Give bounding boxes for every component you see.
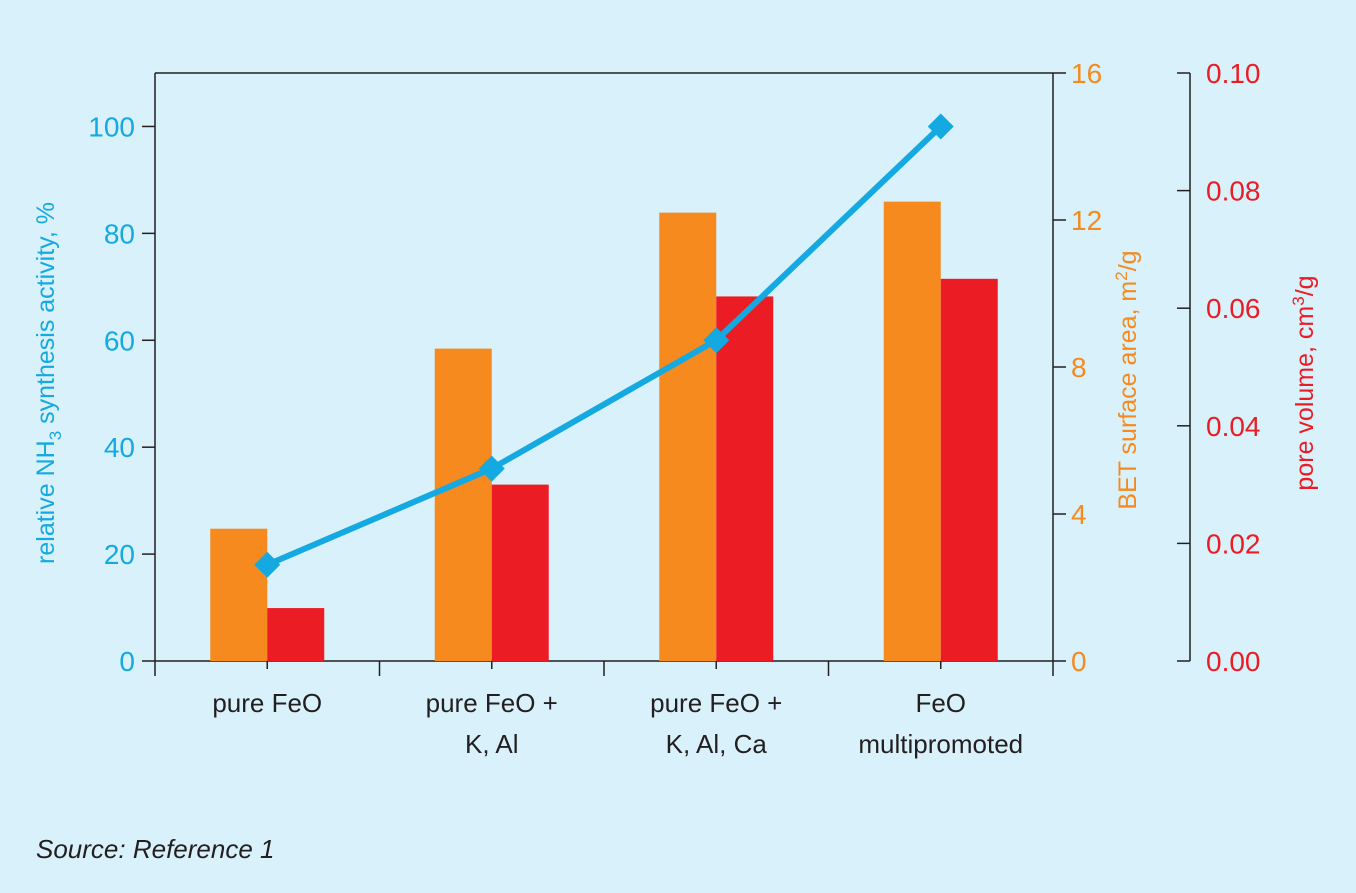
pore-bar — [940, 278, 998, 661]
pore-bar — [267, 608, 325, 661]
x-tick-label: multipromoted — [858, 729, 1023, 759]
bet-tick-label: 0 — [1071, 646, 1087, 677]
activity-point — [478, 455, 505, 482]
x-tick-label: pure FeO + — [650, 688, 782, 718]
bet-tick-label: 16 — [1071, 58, 1102, 89]
bars — [210, 201, 998, 661]
activity-point — [927, 113, 954, 140]
bet-tick-label: 12 — [1071, 205, 1102, 236]
bet-bar — [210, 528, 268, 661]
pore-tick-label: 0.10 — [1206, 58, 1261, 89]
pore-tick-label: 0.02 — [1206, 528, 1261, 559]
activity-tick-label: 60 — [104, 325, 135, 356]
x-tick-label: K, Al — [465, 729, 518, 759]
pore-tick-label: 0.06 — [1206, 293, 1261, 324]
activity-tick-label: 0 — [119, 646, 135, 677]
activity-line — [254, 113, 954, 578]
pore-tick-label: 0.00 — [1206, 646, 1261, 677]
bet-bar — [434, 348, 492, 661]
pore-bar — [716, 296, 774, 661]
activity-point — [254, 551, 281, 578]
bet-bar — [883, 201, 941, 661]
activity-tick-label: 80 — [104, 218, 135, 249]
activity-series-line — [266, 124, 943, 568]
bet-tick-label: 8 — [1071, 352, 1087, 383]
activity-tick-label: 100 — [88, 111, 135, 142]
axes: pure FeO pure FeO + K, Al pure FeO + K, Al, … — [32, 58, 1319, 759]
x-tick-label: FeO — [915, 688, 966, 718]
bet-tick-label: 4 — [1071, 499, 1087, 530]
pore-tick-label: 0.04 — [1206, 411, 1261, 442]
pore-bar — [491, 484, 549, 661]
bet-axis-label: BET surface area, m2/g — [1112, 250, 1142, 509]
pore-axis-label: pore volume, cm3/g — [1289, 275, 1319, 490]
x-tick-label: K, Al, Ca — [666, 729, 768, 759]
x-tick-label: pure FeO + — [426, 688, 558, 718]
source-note: Source: Reference 1 — [36, 834, 275, 864]
x-tick-label: pure FeO — [212, 688, 322, 718]
bet-bar — [659, 212, 717, 661]
pore-tick-label: 0.08 — [1206, 176, 1261, 207]
activity-tick-label: 20 — [104, 539, 135, 570]
activity-point — [703, 327, 730, 354]
activity-axis-label: relative NH3 synthesis activity, % — [32, 202, 65, 564]
activity-tick-label: 40 — [104, 432, 135, 463]
